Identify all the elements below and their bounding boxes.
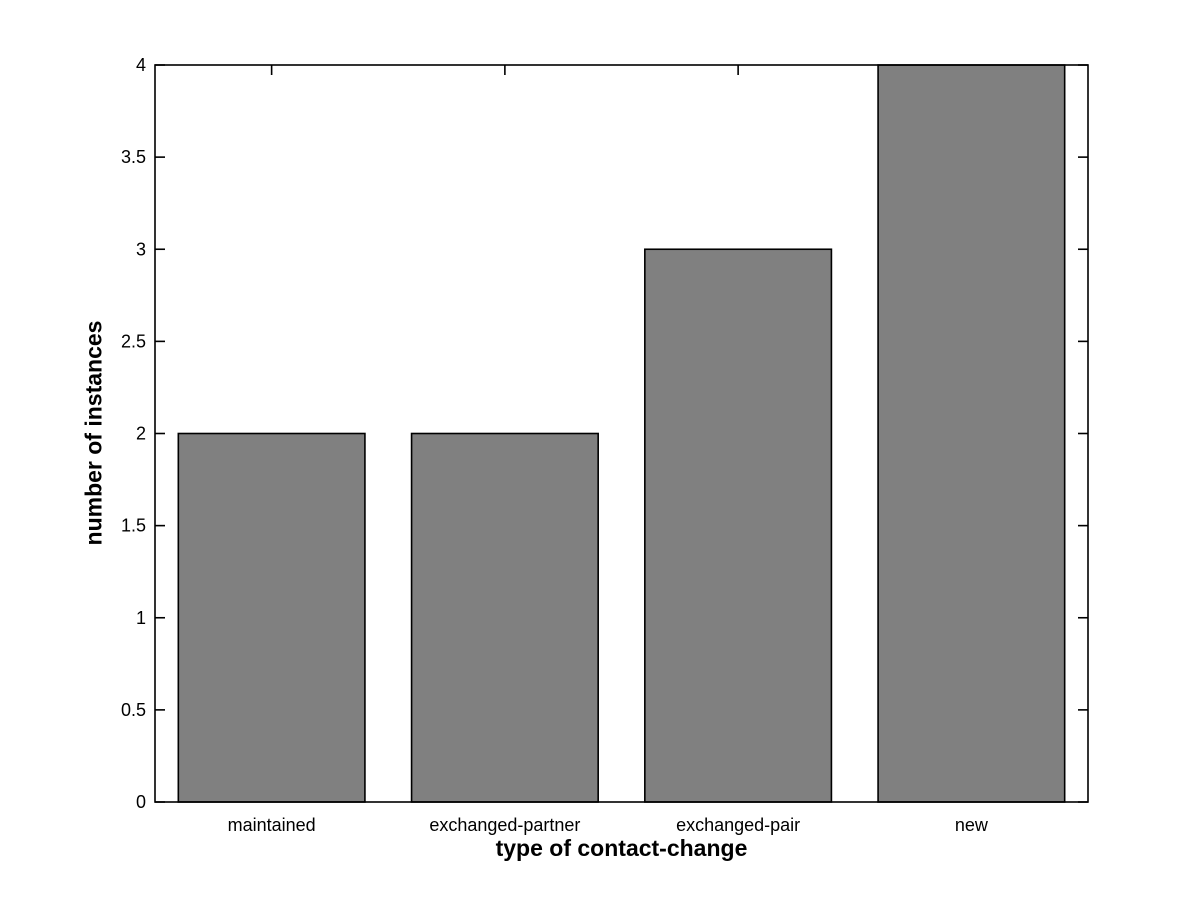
- x-axis-title: type of contact-change: [495, 835, 748, 861]
- y-tick-label: 2: [136, 424, 146, 444]
- x-tick-label: exchanged-pair: [676, 815, 800, 835]
- bar-exchanged-partner: [410, 432, 599, 803]
- y-tick-label: 3.5: [121, 147, 146, 167]
- x-tick-label: new: [955, 815, 989, 835]
- x-tick-label: exchanged-partner: [429, 815, 580, 835]
- bar-maintained: [177, 432, 366, 803]
- y-tick-label: 0: [136, 792, 146, 812]
- y-tick-label: 0.5: [121, 700, 146, 720]
- y-tick-label: 3: [136, 239, 146, 259]
- y-tick-label: 1: [136, 608, 146, 628]
- y-tick-label: 2.5: [121, 331, 146, 351]
- axes-box: [154, 64, 1089, 803]
- y-tick-label: 1.5: [121, 516, 146, 536]
- y-tick-label: 4: [136, 55, 146, 75]
- bar-exchanged-pair: [644, 248, 833, 803]
- bar-new: [877, 64, 1066, 803]
- y-axis-title: number of instances: [80, 320, 107, 546]
- x-tick-label: maintained: [228, 815, 316, 835]
